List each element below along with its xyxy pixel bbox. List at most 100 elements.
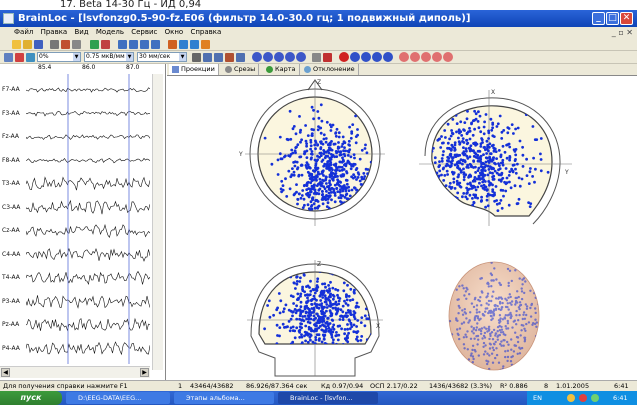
dipole-point: [318, 317, 322, 321]
dipole-point: [344, 189, 348, 193]
dipole-point: [516, 202, 520, 205]
layout-3-icon[interactable]: [140, 40, 149, 49]
dipole-point: [336, 309, 339, 313]
menu-service[interactable]: Сервис: [131, 28, 158, 36]
globe-icon[interactable]: [179, 40, 188, 49]
grid-icon[interactable]: [312, 53, 321, 62]
dipole-point: [475, 308, 478, 311]
layout-4-icon[interactable]: [151, 40, 160, 49]
arrow-tool-icon[interactable]: [26, 53, 35, 62]
dipole-point: [443, 191, 447, 194]
scale-select[interactable]: 0% ▼: [37, 52, 81, 62]
montage-icon[interactable]: [214, 53, 223, 62]
tray-network-icon[interactable]: [591, 394, 599, 402]
menu-file[interactable]: Файл: [14, 28, 34, 36]
tab-projections[interactable]: Проекции: [169, 64, 219, 75]
task-brainloc[interactable]: BrainLoc - [lsvfon...: [278, 392, 378, 404]
amplitude-select[interactable]: 0.75 мкВ/мм ▼: [84, 52, 134, 62]
dipole-point: [499, 342, 502, 346]
dipole-point: [482, 153, 485, 156]
speed-select[interactable]: 30 мм/сек ▼: [137, 52, 187, 62]
rotate-icon[interactable]: [190, 40, 199, 49]
source-3-icon[interactable]: [421, 52, 431, 62]
new-file-icon[interactable]: [12, 40, 21, 49]
dipole-point: [508, 158, 511, 162]
head-view-1-icon[interactable]: [252, 52, 262, 62]
menu-view[interactable]: Вид: [74, 28, 89, 36]
save-icon[interactable]: [34, 40, 43, 49]
head-projections[interactable]: Y Z X Y Z X: [167, 76, 637, 380]
cursor-icon[interactable]: [192, 53, 201, 62]
mdi-controls-icon[interactable]: _ ▫ ✕: [611, 28, 633, 37]
head-view-4-icon[interactable]: [285, 52, 295, 62]
language-indicator[interactable]: EN: [533, 394, 542, 402]
status-record: 43464/43682: [190, 382, 234, 390]
dipole-point: [491, 193, 495, 197]
open-folder-icon[interactable]: [23, 40, 32, 49]
scroll-left-icon[interactable]: ◀: [1, 368, 10, 377]
settings-icon[interactable]: [201, 40, 210, 49]
dipole-point: [541, 106, 545, 109]
monitor-icon[interactable]: [72, 40, 81, 49]
dipole-point: [297, 173, 301, 177]
dipole-point: [415, 154, 418, 157]
filter-icon[interactable]: [203, 53, 212, 62]
chart-icon[interactable]: [90, 40, 99, 49]
task-album[interactable]: Этапы альбома...: [174, 392, 274, 404]
dipole-point: [298, 330, 301, 334]
tab-map[interactable]: Карта: [263, 64, 300, 75]
head-view-3-icon[interactable]: [274, 52, 284, 62]
select-tool-icon[interactable]: [4, 53, 13, 62]
record-icon[interactable]: [61, 40, 70, 49]
head-model-icon[interactable]: [168, 40, 177, 49]
maximize-button[interactable]: □: [606, 12, 619, 25]
source-2-icon[interactable]: [410, 52, 420, 62]
tray-security-icon[interactable]: [579, 394, 587, 402]
eeg-horizontal-scrollbar[interactable]: ◀ ▶: [0, 366, 150, 378]
sort-icon[interactable]: [225, 53, 234, 62]
dipole-point: [303, 184, 306, 187]
minimize-button[interactable]: _: [592, 12, 605, 25]
task-explorer[interactable]: D:\EEG-DATA\EEG...: [66, 392, 170, 404]
pin-icon[interactable]: [323, 53, 332, 62]
marker-icon[interactable]: [15, 53, 24, 62]
dipole-4-icon[interactable]: [372, 52, 382, 62]
status-date: 1.01.2005: [556, 382, 590, 390]
menu-edit[interactable]: Правка: [40, 28, 68, 36]
layout-2-icon[interactable]: [129, 40, 138, 49]
head-view-2-icon[interactable]: [263, 52, 273, 62]
dipole-2-icon[interactable]: [350, 52, 360, 62]
head-view-5-icon[interactable]: [296, 52, 306, 62]
tab-deviation[interactable]: Отклонение: [301, 64, 359, 75]
dipole-point: [326, 290, 330, 294]
dipole-1-icon[interactable]: [339, 52, 349, 62]
dipole-point: [263, 327, 266, 331]
view-icon[interactable]: [236, 53, 245, 62]
eeg-traces[interactable]: [26, 74, 150, 364]
tab-slices[interactable]: Срезы: [222, 64, 260, 75]
close-button[interactable]: ✕: [620, 12, 633, 25]
dipole-3-icon[interactable]: [361, 52, 371, 62]
tray-app-icon[interactable]: [567, 394, 575, 402]
dipole-point: [486, 173, 490, 177]
dipole-point: [304, 339, 307, 343]
menu-model[interactable]: Модель: [95, 28, 124, 36]
source-4-icon[interactable]: [432, 52, 442, 62]
channel-label: Pz-AA: [2, 321, 20, 328]
source-5-icon[interactable]: [443, 52, 453, 62]
scroll-right-icon[interactable]: ▶: [140, 368, 149, 377]
status-ch: 8: [544, 382, 549, 390]
dipole-5-icon[interactable]: [383, 52, 393, 62]
menu-window[interactable]: Окно: [164, 28, 184, 36]
signal-icon[interactable]: [101, 40, 110, 49]
menu-help[interactable]: Справка: [190, 28, 222, 36]
eeg-vertical-scrollbar[interactable]: [152, 74, 163, 370]
print-icon[interactable]: [50, 40, 59, 49]
status-r: R² 0.886: [500, 382, 528, 390]
dipole-point: [456, 201, 459, 204]
dipole-point: [316, 110, 320, 113]
layout-1-icon[interactable]: [118, 40, 127, 49]
source-1-icon[interactable]: [399, 52, 409, 62]
dipole-point: [462, 141, 466, 144]
start-button[interactable]: пуск: [0, 391, 62, 405]
